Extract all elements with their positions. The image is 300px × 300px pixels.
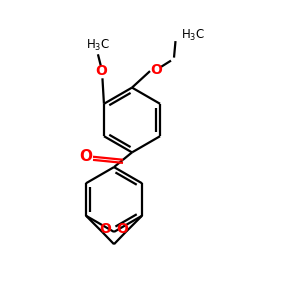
Text: H$_3$C: H$_3$C — [181, 28, 205, 43]
Text: O: O — [95, 64, 107, 78]
Text: H$_3$C: H$_3$C — [86, 38, 111, 53]
Text: O: O — [79, 148, 92, 164]
Text: O: O — [117, 222, 128, 236]
Text: O: O — [100, 222, 111, 236]
Text: O: O — [150, 63, 162, 76]
